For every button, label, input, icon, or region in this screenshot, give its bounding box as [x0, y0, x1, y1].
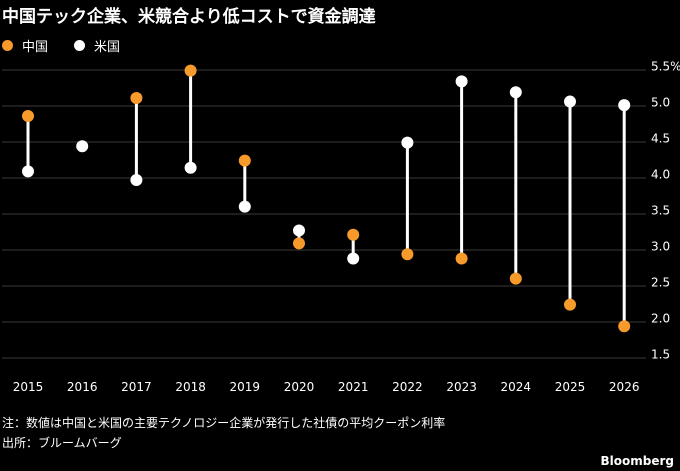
us-point: [401, 136, 414, 149]
x-tick-label: 2015: [13, 380, 44, 394]
x-tick-label: 2017: [121, 380, 152, 394]
y-tick-label: 2.5: [651, 276, 670, 290]
y-tick-label: 1.5: [651, 348, 670, 362]
y-tick-label: 2.0: [651, 312, 670, 326]
china-point: [618, 320, 631, 333]
x-tick-label: 2026: [609, 380, 640, 394]
us-point: [238, 200, 251, 213]
china-point: [455, 252, 468, 265]
us-point: [455, 75, 468, 88]
x-tick-label: 2018: [175, 380, 206, 394]
china-point: [347, 228, 360, 241]
us-point: [509, 86, 522, 99]
legend: 中国 米国: [2, 36, 146, 55]
china-point: [293, 237, 305, 250]
y-tick-label: 3.0: [651, 240, 670, 254]
legend-item-us: 米国: [74, 36, 120, 55]
us-point: [618, 99, 631, 112]
us-point: [22, 165, 34, 178]
x-tick-label: 2022: [392, 380, 423, 394]
us-point: [564, 95, 576, 108]
footnote: 注：数値は中国と米国の主要テクノロジー企業が発行した社債の平均クーポン利率: [2, 416, 446, 430]
us-point: [130, 174, 143, 187]
y-tick-label: 5.0: [651, 96, 670, 110]
x-tick-label: 2020: [284, 380, 315, 394]
x-tick-label: 2019: [230, 380, 261, 394]
y-tick-label: 5.5%: [651, 60, 680, 74]
bloomberg-logo: Bloomberg: [600, 454, 675, 468]
x-tick-label: 2021: [338, 380, 369, 394]
legend-label-china: 中国: [22, 40, 49, 55]
legend-marker-us: [74, 40, 86, 51]
y-tick-label: 4.0: [651, 168, 670, 182]
x-tick-label: 2023: [446, 380, 477, 394]
china-point: [564, 298, 576, 311]
legend-item-china: 中国: [2, 36, 48, 55]
china-point: [184, 64, 197, 77]
source-note: 出所：ブルームバーグ: [2, 436, 122, 450]
legend-marker-china: [2, 40, 13, 51]
chart-title: 中国テック企業、米競合より低コストで資金調達: [2, 7, 376, 27]
china-point: [130, 91, 143, 104]
x-tick-label: 2024: [501, 380, 532, 394]
legend-label-us: 米国: [94, 40, 121, 55]
us-point: [76, 140, 89, 153]
y-tick-label: 4.5: [651, 132, 670, 146]
china-point: [401, 248, 414, 261]
us-point: [184, 161, 197, 174]
us-point: [347, 252, 360, 265]
x-tick-label: 2016: [67, 380, 98, 394]
china-point: [238, 154, 251, 167]
us-point: [293, 224, 305, 237]
china-point: [22, 109, 34, 122]
china-point: [509, 272, 522, 285]
x-tick-label: 2025: [555, 380, 586, 394]
y-tick-label: 3.5: [651, 204, 670, 218]
